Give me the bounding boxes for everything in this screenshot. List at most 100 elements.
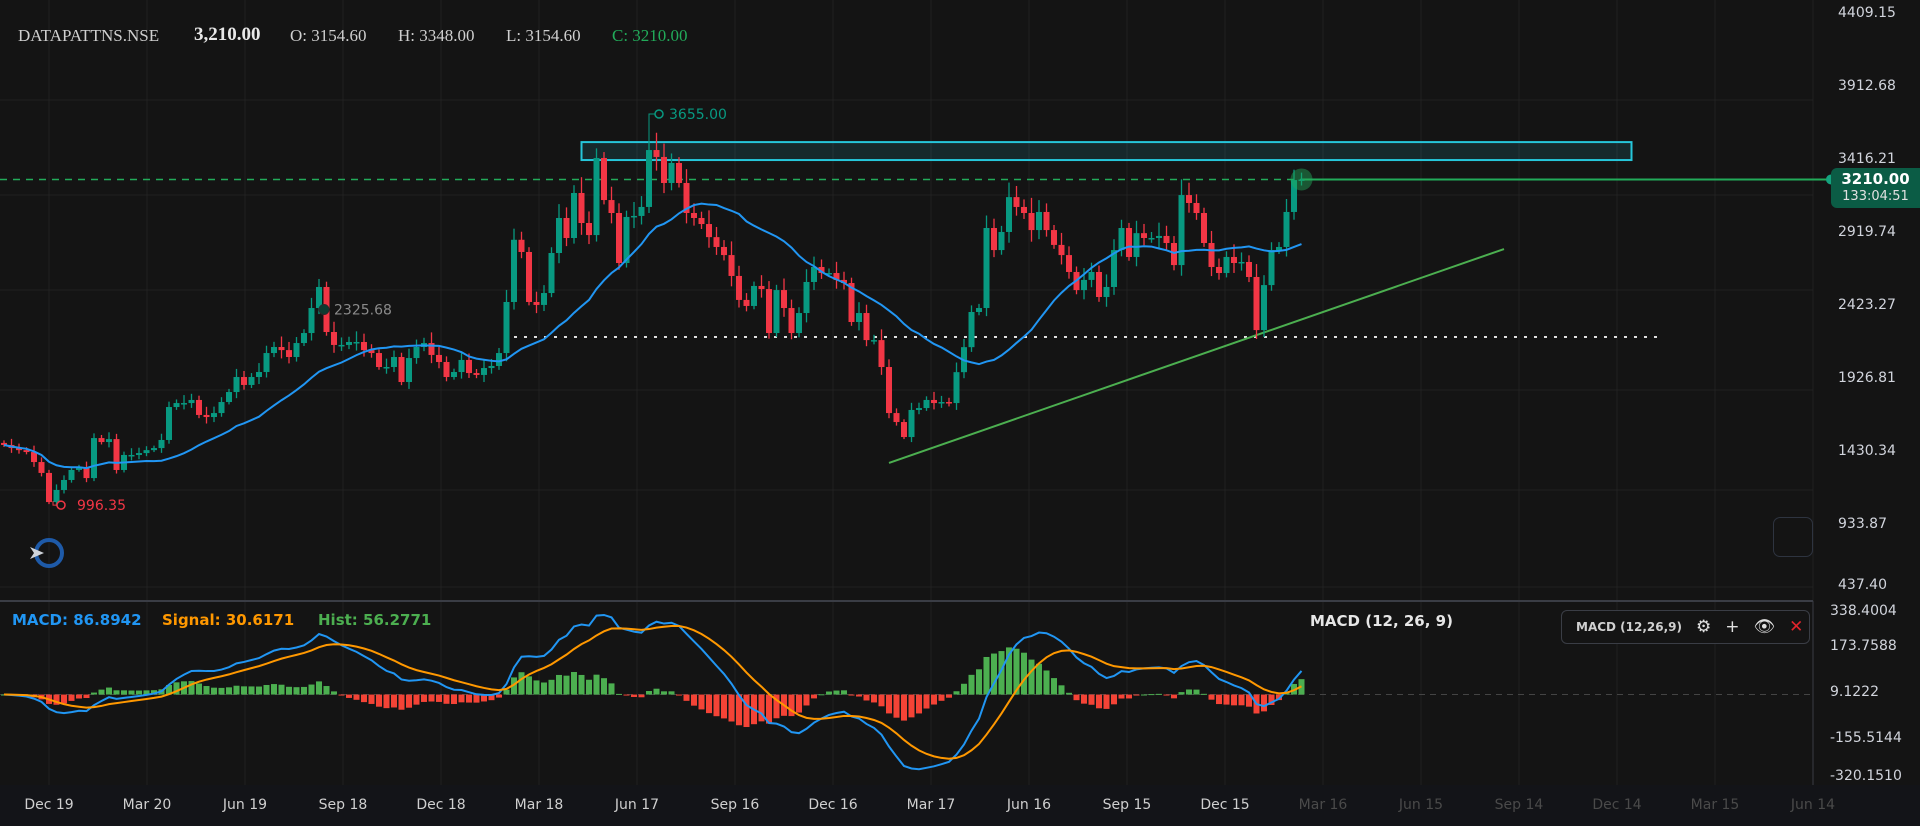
chart-option-button[interactable]	[1773, 517, 1813, 557]
candle	[391, 357, 397, 368]
macd-histogram-bar	[901, 694, 907, 721]
candle	[436, 354, 442, 363]
candle	[526, 251, 532, 302]
candle	[16, 448, 22, 451]
macd-histogram-bar	[1231, 694, 1237, 706]
candle	[203, 414, 210, 418]
macd-histogram-bar	[743, 694, 750, 728]
macd-histogram-bar	[106, 687, 112, 695]
macd-histogram-bar	[241, 686, 247, 695]
macd-histogram-bar	[428, 694, 435, 702]
candle	[91, 438, 97, 479]
macd-histogram-bar	[518, 672, 525, 695]
macd-histogram-bar	[1171, 694, 1177, 699]
macd-histogram-bar	[811, 694, 817, 699]
macd-histogram-bar	[953, 691, 960, 695]
macd-histogram-bar	[773, 694, 780, 719]
macd-histogram-bar	[398, 694, 405, 710]
candle	[563, 217, 570, 239]
macd-histogram-bar	[151, 690, 157, 695]
candle	[173, 403, 180, 408]
candle	[376, 353, 382, 368]
candle	[503, 301, 510, 354]
macd-histogram-bar	[211, 687, 217, 695]
candle	[698, 217, 705, 225]
macd-histogram-bar	[413, 694, 420, 705]
macd-histogram-bar	[938, 694, 945, 701]
scroll-to-realtime-icon[interactable]	[26, 535, 64, 573]
macd-histogram-bar	[766, 694, 772, 724]
candle	[893, 413, 900, 423]
candle	[466, 359, 472, 374]
macd-histogram-bar	[1178, 692, 1185, 695]
macd-histogram-bar	[308, 684, 315, 695]
eye-icon[interactable]: 👁	[1753, 617, 1776, 637]
candle	[766, 289, 772, 334]
candle	[1096, 271, 1102, 297]
candle	[263, 353, 270, 373]
macd-histogram-bar	[661, 691, 667, 695]
candle	[946, 402, 952, 404]
macd-histogram-bar	[136, 690, 142, 695]
last-price-tag-value: 3210.00	[1841, 170, 1910, 188]
time-tick-label: Mar 20	[122, 797, 172, 813]
macd-histogram-bar	[61, 694, 67, 704]
macd-histogram-bar	[871, 694, 877, 703]
candle	[1133, 233, 1140, 257]
macd-histogram-bar	[503, 689, 510, 695]
price-tick-label: 437.40	[1838, 577, 1887, 593]
macd-histogram-bar	[638, 694, 645, 698]
candle	[1246, 261, 1252, 277]
plus-icon[interactable]: +	[1725, 617, 1740, 637]
candle	[346, 342, 352, 345]
candle	[646, 150, 652, 207]
macd-histogram-bar	[278, 684, 285, 695]
macd-histogram-bar	[1148, 694, 1155, 696]
candle	[1231, 256, 1237, 264]
candle	[878, 340, 885, 368]
time-tick-label: Jun 14	[1790, 797, 1836, 813]
candle	[841, 279, 847, 284]
candle	[61, 479, 67, 490]
candle	[706, 224, 712, 238]
close-icon[interactable]: ✕	[1789, 617, 1804, 637]
macd-histogram-bar	[83, 694, 90, 699]
macd-histogram-bar	[361, 694, 367, 703]
candle	[1081, 279, 1087, 291]
candle	[833, 273, 840, 280]
candle	[353, 342, 360, 344]
indicator-controls: MACD (12,26,9) ⚙ + 👁 ✕	[1561, 610, 1810, 644]
macd-histogram-bar	[1261, 694, 1267, 712]
macd-histogram-bar	[1216, 694, 1222, 705]
candle	[668, 162, 675, 183]
candle	[1156, 235, 1162, 239]
candle	[473, 373, 480, 375]
price-tick-label: 3416.21	[1838, 151, 1896, 168]
macd-histogram-bar	[481, 694, 487, 702]
candle	[676, 162, 682, 183]
candle	[1268, 250, 1275, 286]
macd-histogram-bar	[1201, 693, 1207, 695]
price-tick-label: 4409.15	[1838, 5, 1896, 22]
candle	[241, 377, 247, 385]
macd-histogram-bar	[923, 694, 930, 709]
macd-histogram-bar	[451, 694, 457, 705]
candle	[331, 332, 337, 345]
macd-histogram-bar	[563, 675, 570, 695]
macd-histogram-bar	[346, 694, 352, 698]
low-marker-line	[52, 501, 57, 506]
macd-histogram-bar	[1051, 678, 1057, 695]
macd-histogram-bar	[436, 694, 442, 702]
macd-histogram-bar	[818, 694, 825, 696]
macd-histogram-bar	[983, 656, 990, 695]
high-marker-icon	[654, 109, 664, 119]
macd-histogram-bar	[1043, 670, 1050, 695]
candle	[518, 239, 525, 252]
gear-icon[interactable]: ⚙	[1696, 617, 1712, 637]
macd-histogram-bar	[608, 683, 615, 695]
candle	[383, 367, 390, 369]
macd-histogram-bar	[1088, 694, 1095, 705]
candle	[46, 472, 52, 503]
macd-histogram-bar	[376, 694, 382, 707]
